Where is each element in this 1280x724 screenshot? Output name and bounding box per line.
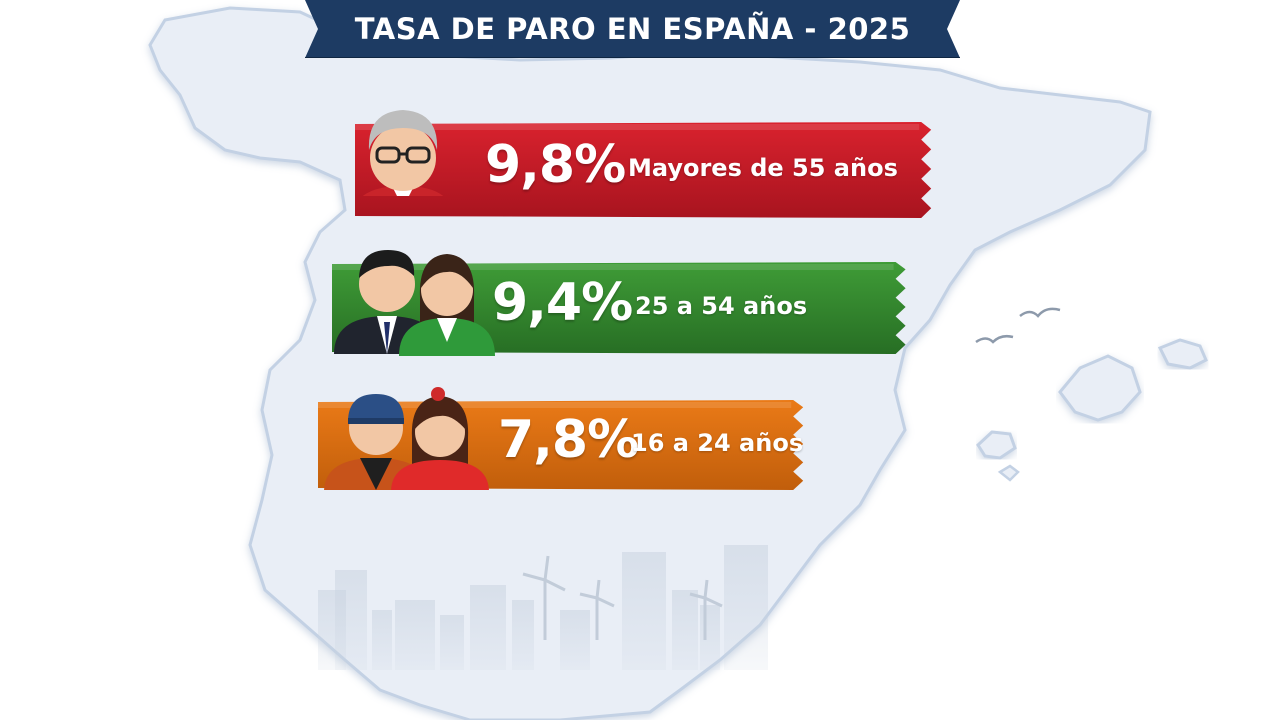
bar-older-fill (355, 122, 932, 218)
banner-shape (305, 0, 960, 58)
formentera-shape (997, 464, 1020, 482)
category-label-middle: 25 a 54 años (635, 292, 808, 320)
city-skyline (318, 545, 768, 670)
category-label-young: 16 a 24 años (631, 429, 804, 457)
value-label-older: 9,8% (485, 135, 626, 195)
value-label-middle: 9,4% (492, 273, 633, 333)
seagull-icon (1019, 307, 1061, 318)
bar-older (355, 122, 932, 218)
older-person-icon (362, 110, 444, 196)
chart-title: TASA DE PARO EN ESPAÑA - 2025 (354, 12, 911, 46)
bar-row-middle: 9,4% 25 a 54 años (332, 250, 912, 356)
mallorca-shape (1058, 354, 1142, 422)
value-label-young: 7,8% (498, 410, 639, 470)
bar-highlight (332, 264, 894, 270)
adult-couple-icon (334, 250, 495, 356)
young-couple-icon (324, 387, 489, 490)
menorca-shape (1157, 338, 1208, 370)
title-banner: TASA DE PARO EN ESPAÑA - 2025 (305, 0, 960, 58)
bar-row-young: 7,8% 16 a 24 años (318, 387, 809, 490)
wind-turbine-icon (522, 555, 723, 640)
bar-highlight (318, 402, 792, 408)
bar-highlight (355, 124, 920, 130)
category-label-older: Mayores de 55 años (628, 154, 898, 182)
bar-row-older: 9,8% Mayores de 55 años (355, 110, 937, 218)
ibiza-shape (976, 430, 1017, 460)
seagull-icon (975, 334, 1014, 344)
